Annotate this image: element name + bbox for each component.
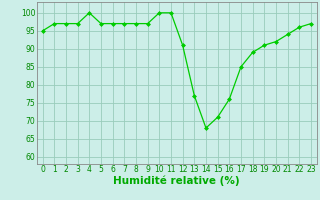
X-axis label: Humidité relative (%): Humidité relative (%) bbox=[114, 176, 240, 186]
